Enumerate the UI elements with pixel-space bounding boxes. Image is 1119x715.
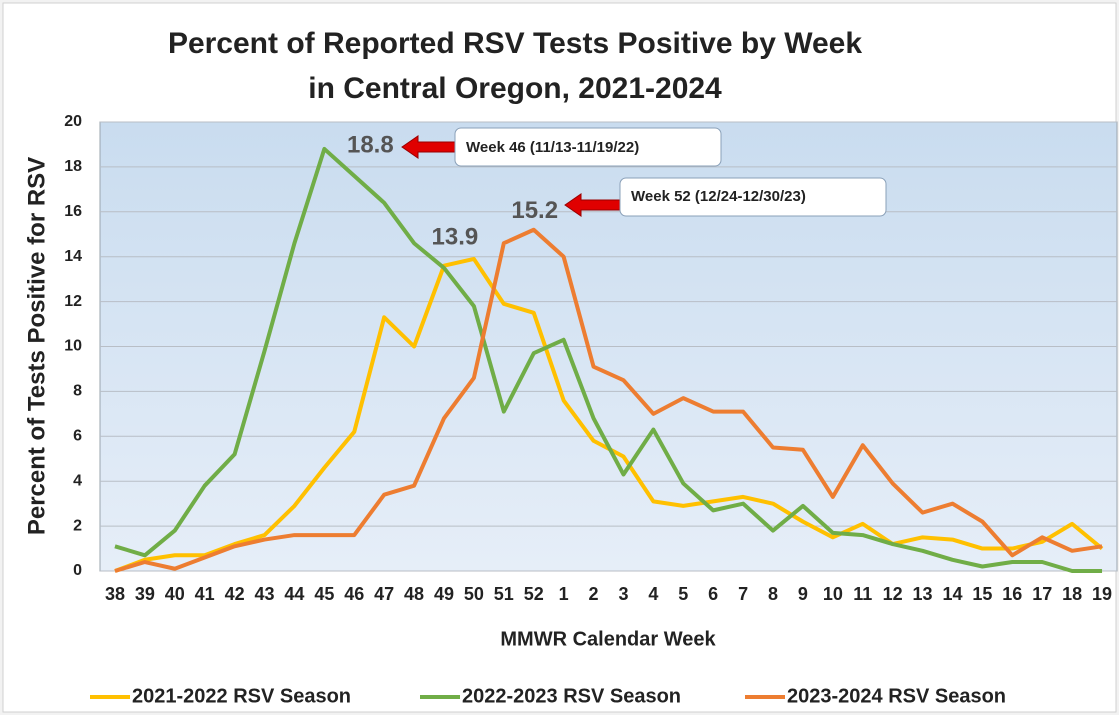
x-tick-label: 9 bbox=[798, 584, 808, 604]
x-tick-label: 12 bbox=[883, 584, 903, 604]
y-axis-label: Percent of Tests Positive for RSV bbox=[23, 157, 50, 535]
x-tick-label: 1 bbox=[559, 584, 569, 604]
x-tick-label: 7 bbox=[738, 584, 748, 604]
callout-box bbox=[619, 177, 887, 217]
x-tick-label: 49 bbox=[434, 584, 454, 604]
x-tick-label: 15 bbox=[972, 584, 992, 604]
callout: Week 52 (12/24-12/30/23) bbox=[631, 188, 806, 205]
x-tick-label: 10 bbox=[823, 584, 843, 604]
x-tick-label: 44 bbox=[284, 584, 304, 604]
x-tick-label: 13 bbox=[913, 584, 933, 604]
y-tick-label: 14 bbox=[64, 248, 82, 265]
x-tick-label: 48 bbox=[404, 584, 424, 604]
x-tick-label: 42 bbox=[225, 584, 245, 604]
data-label: 15.2 bbox=[511, 197, 558, 224]
series-line bbox=[114, 146, 1103, 573]
x-tick-label: 4 bbox=[648, 584, 658, 604]
y-tick-label: 10 bbox=[64, 338, 82, 355]
x-tick-label: 41 bbox=[195, 584, 215, 604]
callout: Week 46 (11/13-11/19/22) bbox=[466, 139, 639, 156]
x-tick-label: 51 bbox=[494, 584, 514, 604]
y-tick-label: 16 bbox=[64, 203, 82, 220]
series-line bbox=[114, 227, 1103, 573]
grid bbox=[100, 121, 1117, 572]
x-tick-label: 8 bbox=[768, 584, 778, 604]
x-tick-label: 19 bbox=[1092, 584, 1112, 604]
data-label: 13.9 bbox=[432, 223, 479, 250]
y-tick-label: 20 bbox=[64, 113, 82, 130]
legend-label: 2021-2022 RSV Season bbox=[132, 685, 351, 707]
x-tick-label: 50 bbox=[464, 584, 484, 604]
x-tick-label: 52 bbox=[524, 584, 544, 604]
x-tick-label: 16 bbox=[1002, 584, 1022, 604]
x-tick-label: 43 bbox=[254, 584, 274, 604]
x-tick-label: 2 bbox=[589, 584, 599, 604]
x-tick-label: 38 bbox=[105, 584, 125, 604]
callout-box bbox=[454, 127, 722, 167]
chart-title: in Central Oregon, 2021-2024 bbox=[308, 72, 722, 105]
x-tick-label: 18 bbox=[1062, 584, 1082, 604]
x-tick-label: 40 bbox=[165, 584, 185, 604]
legend-label: 2023-2024 RSV Season bbox=[787, 685, 1006, 707]
x-tick-label: 14 bbox=[942, 584, 962, 604]
x-tick-label: 3 bbox=[618, 584, 628, 604]
x-tick-label: 39 bbox=[135, 584, 155, 604]
lines bbox=[114, 146, 1104, 573]
x-tick-label: 17 bbox=[1032, 584, 1052, 604]
x-tick-label: 47 bbox=[374, 584, 394, 604]
y-tick-label: 2 bbox=[73, 517, 82, 534]
y-tick-label: 6 bbox=[73, 428, 82, 445]
x-tick-label: 45 bbox=[314, 584, 334, 604]
y-tick-label: 8 bbox=[73, 383, 82, 400]
x-tick-label: 11 bbox=[853, 584, 872, 604]
x-axis-label: MMWR Calendar Week bbox=[500, 628, 716, 650]
y-tick-label: 12 bbox=[64, 293, 82, 310]
data-label: 18.8 bbox=[347, 131, 394, 158]
x-tick-label: 5 bbox=[678, 584, 688, 604]
y-tick-label: 4 bbox=[73, 472, 82, 489]
chart-title: Percent of Reported RSV Tests Positive b… bbox=[168, 27, 862, 60]
y-tick-label: 18 bbox=[64, 158, 82, 175]
y-tick-label: 0 bbox=[73, 562, 82, 579]
x-tick-label: 6 bbox=[708, 584, 718, 604]
legend-label: 2022-2023 RSV Season bbox=[462, 685, 681, 707]
x-tick-label: 46 bbox=[344, 584, 364, 604]
